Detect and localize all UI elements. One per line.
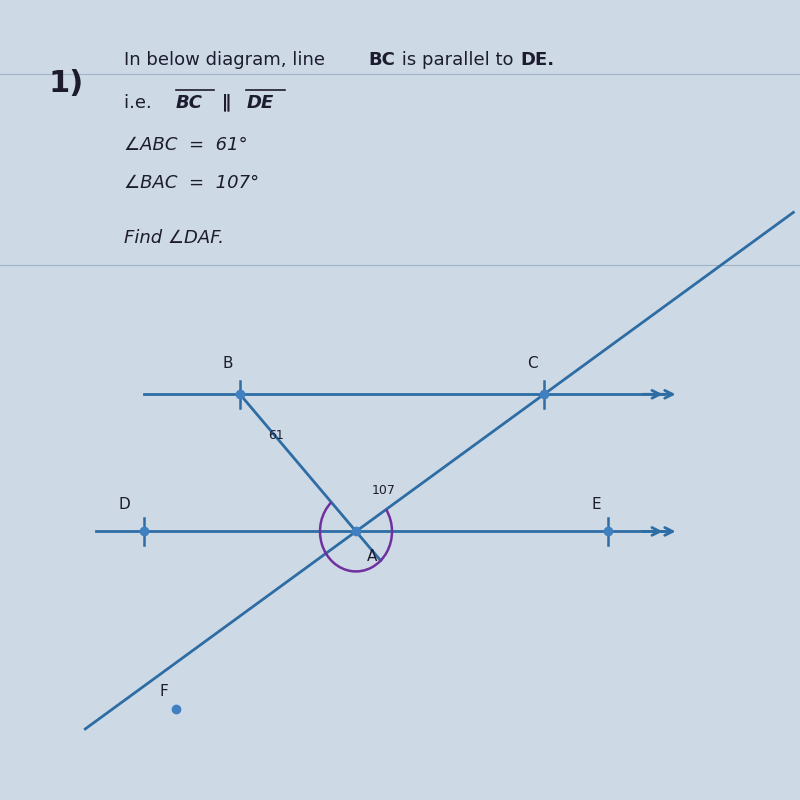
Text: BC: BC [176, 94, 203, 112]
Text: ∥: ∥ [222, 94, 231, 112]
Text: is parallel to: is parallel to [396, 51, 519, 70]
Text: C: C [526, 357, 538, 371]
Text: DE: DE [246, 94, 274, 112]
Text: 107: 107 [372, 484, 396, 497]
Text: B: B [222, 357, 234, 371]
Text: A: A [366, 549, 377, 563]
Text: BC: BC [368, 51, 395, 70]
Text: i.e.: i.e. [124, 94, 158, 112]
Text: D: D [118, 497, 130, 512]
Text: ∠ABC  =  61°: ∠ABC = 61° [124, 136, 248, 154]
Text: F: F [160, 684, 168, 699]
Text: DE.: DE. [520, 51, 554, 70]
Text: E: E [591, 497, 601, 512]
Text: ∠BAC  =  107°: ∠BAC = 107° [124, 174, 259, 192]
Text: In below diagram, line: In below diagram, line [124, 51, 330, 70]
Text: Find ∠DAF.: Find ∠DAF. [124, 229, 224, 246]
Text: 61: 61 [268, 429, 284, 442]
Text: 1): 1) [48, 69, 83, 98]
